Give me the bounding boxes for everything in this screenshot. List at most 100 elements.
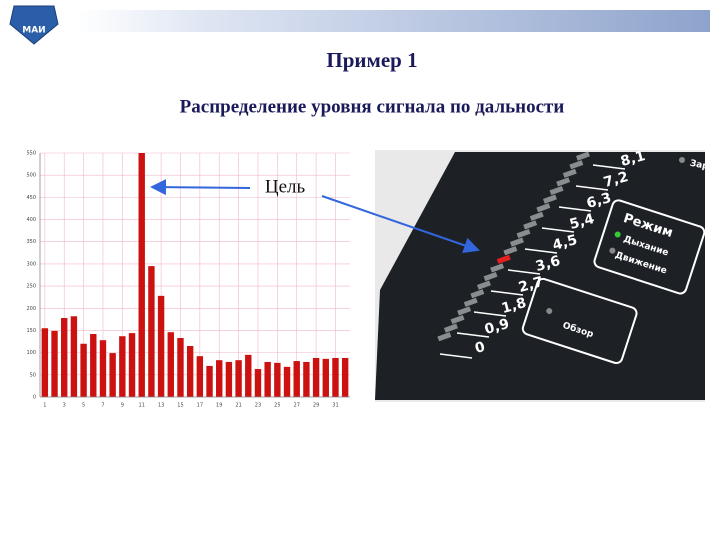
x-tick-label: 5: [82, 403, 85, 409]
led: [569, 160, 584, 170]
annotation: Цель: [265, 176, 306, 197]
slide-title: Пример 1: [326, 48, 417, 72]
x-tick-label: 17: [197, 403, 203, 409]
bar: [322, 358, 329, 397]
overview-box: [521, 277, 638, 365]
led: [476, 280, 491, 290]
led: [503, 246, 518, 256]
scale-label: 7,2: [602, 169, 630, 191]
scale-line: [558, 206, 592, 212]
x-tick-label: 1: [43, 403, 46, 409]
scale-line: [490, 290, 524, 296]
scale-label: 4,5: [551, 232, 579, 254]
led: [470, 289, 485, 299]
bar: [51, 330, 58, 397]
bar: [274, 362, 281, 397]
bar: [119, 336, 126, 397]
bar: [41, 328, 49, 397]
y-tick-label: 300: [26, 261, 36, 267]
bar: [148, 266, 155, 397]
bar: [128, 333, 136, 397]
arrow: [321, 195, 480, 253]
y-tick-label: 450: [26, 195, 36, 201]
x-tick-label: 13: [158, 403, 164, 409]
led: [556, 177, 571, 187]
bar: [167, 332, 174, 397]
bar: [264, 361, 271, 397]
led-gray: [609, 247, 616, 254]
y-tick-label: 50: [30, 372, 36, 378]
bar: [109, 353, 116, 397]
bar: [186, 345, 194, 397]
bar: [312, 357, 320, 397]
bar: [99, 340, 107, 397]
scale-label: 3,6: [534, 253, 562, 275]
bar: [157, 295, 165, 397]
led: [549, 185, 564, 196]
scale-label: 1,8: [500, 295, 528, 317]
led-column: [437, 151, 590, 342]
header-band: [78, 10, 710, 32]
scale-line: [541, 227, 575, 233]
bar: [225, 361, 233, 397]
device-photo: [375, 150, 706, 402]
device-panel: [375, 152, 705, 400]
y-tick-label: 400: [26, 217, 36, 223]
bar: [341, 357, 349, 397]
top-label: Зар: [689, 159, 710, 173]
bar: [138, 153, 145, 397]
led: [543, 194, 557, 204]
scale-line: [473, 311, 507, 317]
led: [444, 323, 458, 333]
x-tick-label: 3: [63, 403, 66, 409]
scale-label: 2,7: [517, 274, 545, 296]
led: [457, 306, 472, 316]
y-tick-label: 500: [26, 173, 36, 179]
arrow: [150, 179, 251, 196]
bar: [254, 369, 262, 397]
bar: [177, 337, 184, 397]
slide-subtitle: Распределение уровня сигнала по дальност…: [180, 96, 565, 117]
scale-label: 0: [473, 339, 487, 357]
x-tick-label: 7: [101, 403, 104, 409]
scale-line: [592, 164, 626, 170]
x-tick-label: 21: [235, 403, 241, 409]
led: [496, 254, 511, 264]
logo-text: МАИ: [22, 26, 45, 36]
scale-label: 5,4: [568, 211, 596, 233]
scale-line: [456, 332, 490, 338]
bar: [206, 365, 213, 397]
x-tick-label: 27: [294, 403, 300, 409]
x-tick-label: 31: [332, 403, 338, 409]
y-tick-label: 550: [26, 151, 36, 157]
led: [562, 168, 577, 178]
bar: [216, 360, 223, 397]
bar: [80, 343, 87, 397]
bar: [283, 366, 291, 397]
x-tick-label: 19: [216, 403, 222, 409]
led: [463, 297, 478, 307]
scale-line: [524, 248, 558, 254]
scale-label: 8,1: [619, 148, 647, 170]
y-tick-label: 250: [26, 284, 36, 290]
led: [529, 211, 544, 221]
bar: [90, 334, 97, 397]
x-tick-label: 11: [139, 403, 145, 409]
bar: [61, 318, 68, 397]
led: [536, 203, 551, 213]
scale-label: 0,9: [483, 316, 511, 338]
y-tick-label: 200: [26, 306, 36, 312]
bar: [196, 356, 204, 397]
y-tick-label: 150: [26, 328, 36, 334]
bar: [332, 357, 339, 397]
y-tick-label: 0: [33, 395, 36, 401]
y-tick-label: 100: [26, 350, 36, 356]
bar: [235, 360, 242, 397]
x-tick-label: 9: [121, 403, 124, 409]
x-tick-label: 15: [177, 403, 183, 409]
mode-frame: [593, 199, 706, 295]
scale-line: [439, 353, 473, 359]
mode-box: [593, 199, 706, 295]
